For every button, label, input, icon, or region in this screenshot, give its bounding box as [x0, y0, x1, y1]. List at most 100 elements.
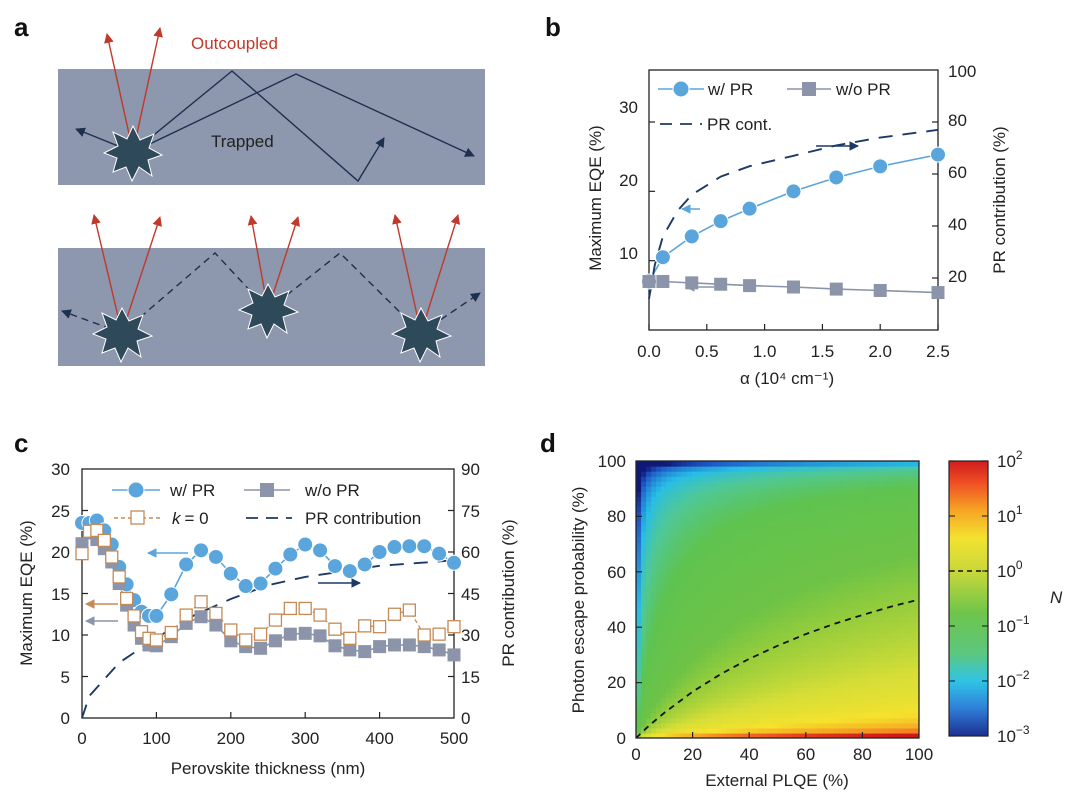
heatmap-cell — [767, 546, 774, 553]
heatmap-cell — [848, 647, 854, 653]
heatmap-cell — [893, 486, 900, 492]
heatmap-cell — [732, 461, 738, 467]
heatmap-cell — [757, 561, 763, 568]
heatmap-cell — [868, 617, 875, 623]
heatmap-cell — [661, 491, 667, 497]
heatmap-cell — [848, 707, 854, 714]
heatmap-cell — [828, 481, 834, 487]
heatmap-cell — [752, 461, 758, 467]
heatmap-cell — [651, 722, 657, 729]
heatmap-cell — [772, 536, 779, 543]
heatmap-cell — [868, 717, 875, 724]
heatmap-cell — [681, 622, 688, 628]
heatmap-cell — [828, 732, 834, 738]
heatmap-cell — [651, 561, 657, 568]
heatmap-cell — [883, 561, 890, 568]
heatmap-cell — [883, 466, 890, 472]
heatmap-cell — [701, 607, 708, 613]
heatmap-cell — [913, 602, 919, 608]
heatmap-cell — [701, 722, 708, 729]
heatmap-cell — [716, 586, 723, 593]
heatmap-cell — [711, 531, 718, 538]
heatmap-cell — [853, 707, 859, 714]
heatmap-cell — [646, 541, 652, 548]
heatmap-cell — [873, 486, 880, 492]
heatmap-cell — [671, 551, 678, 558]
heatmap-cell — [883, 672, 890, 679]
heatmap-cell — [858, 717, 865, 724]
heatmap-cell — [868, 707, 875, 714]
heatmap-cell — [676, 496, 683, 502]
heatmap-cell — [812, 612, 819, 618]
heatmap-cell — [888, 501, 895, 507]
heatmap-cell — [691, 581, 698, 588]
heatmap-cell — [903, 602, 910, 608]
heatmap-cell — [848, 657, 854, 664]
heatmap-cell — [828, 466, 834, 472]
heatmap-cell — [903, 672, 910, 679]
heatmap-cell — [858, 692, 865, 699]
heatmap-cell — [681, 702, 688, 709]
heatmap-cell — [641, 561, 647, 568]
heatmap-cell — [797, 556, 804, 563]
heatmap-cell — [777, 682, 784, 689]
heatmap-cell — [711, 476, 718, 482]
heatmap-cell — [676, 627, 683, 633]
heatmap-cell — [848, 536, 854, 543]
heatmap-cell — [908, 471, 915, 477]
heatmap-cell — [711, 712, 718, 719]
heatmap-cell — [833, 632, 839, 638]
heatmap-cell — [636, 591, 642, 598]
heatmap-cell — [782, 687, 789, 694]
heatmap-cell — [747, 677, 753, 684]
point-k0 — [119, 591, 134, 606]
x-tick-label: 0.0 — [637, 342, 661, 361]
heatmap-cell — [893, 531, 900, 538]
heatmap-cell — [802, 526, 809, 533]
heatmap-cell — [913, 622, 919, 628]
heatmap-cell — [641, 581, 647, 588]
heatmap-cell — [701, 596, 708, 603]
heatmap-cell — [691, 516, 698, 523]
heatmap-cell — [812, 617, 819, 623]
heatmap-cell — [752, 556, 758, 563]
heatmap-cell — [681, 551, 688, 558]
heatmap-cell — [706, 471, 713, 477]
heatmap-cell — [873, 491, 880, 497]
heatmap-cell — [752, 466, 758, 472]
heatmap-cell — [676, 657, 683, 664]
heatmap-cell — [757, 672, 763, 679]
heatmap-cell — [828, 566, 834, 573]
heatmap-cell — [721, 571, 728, 578]
heatmap-cell — [843, 541, 849, 548]
heatmap-cell — [893, 536, 900, 543]
heatmap-cell — [828, 727, 834, 734]
heatmap-cell — [742, 596, 748, 603]
heatmap-cell — [641, 667, 647, 674]
heatmap-cell — [651, 712, 657, 719]
heatmap-cell — [903, 516, 910, 523]
heatmap-cell — [696, 637, 703, 643]
heatmap-cell — [797, 612, 804, 618]
heatmap-cell — [681, 672, 688, 679]
heatmap-cell — [822, 697, 829, 704]
heatmap-cell — [706, 496, 713, 502]
heatmap-cell — [752, 712, 758, 719]
heatmap-cell — [641, 471, 647, 477]
heatmap-cell — [878, 657, 885, 664]
colorbar-tick-labels: 102 101 100 10−1 10−2 10−3 — [997, 448, 1030, 746]
heatmap-cell — [908, 712, 915, 719]
heatmap-cell — [701, 516, 708, 523]
heatmap-cell — [873, 546, 880, 553]
heatmap-cell — [767, 466, 774, 472]
heatmap-cell — [726, 471, 733, 477]
panel-b-chart: 0.0 0.5 1.0 1.5 2.0 2.5 10 20 30 20 40 6… — [586, 62, 1009, 388]
heatmap-cell — [797, 486, 804, 492]
heatmap-cell — [716, 506, 723, 512]
heatmap-cell — [833, 556, 839, 563]
heatmap-cell — [696, 612, 703, 618]
heatmap-cell — [828, 717, 834, 724]
point-k0 — [90, 523, 104, 538]
point-wopr — [254, 641, 268, 655]
heatmap-cell — [747, 612, 753, 618]
